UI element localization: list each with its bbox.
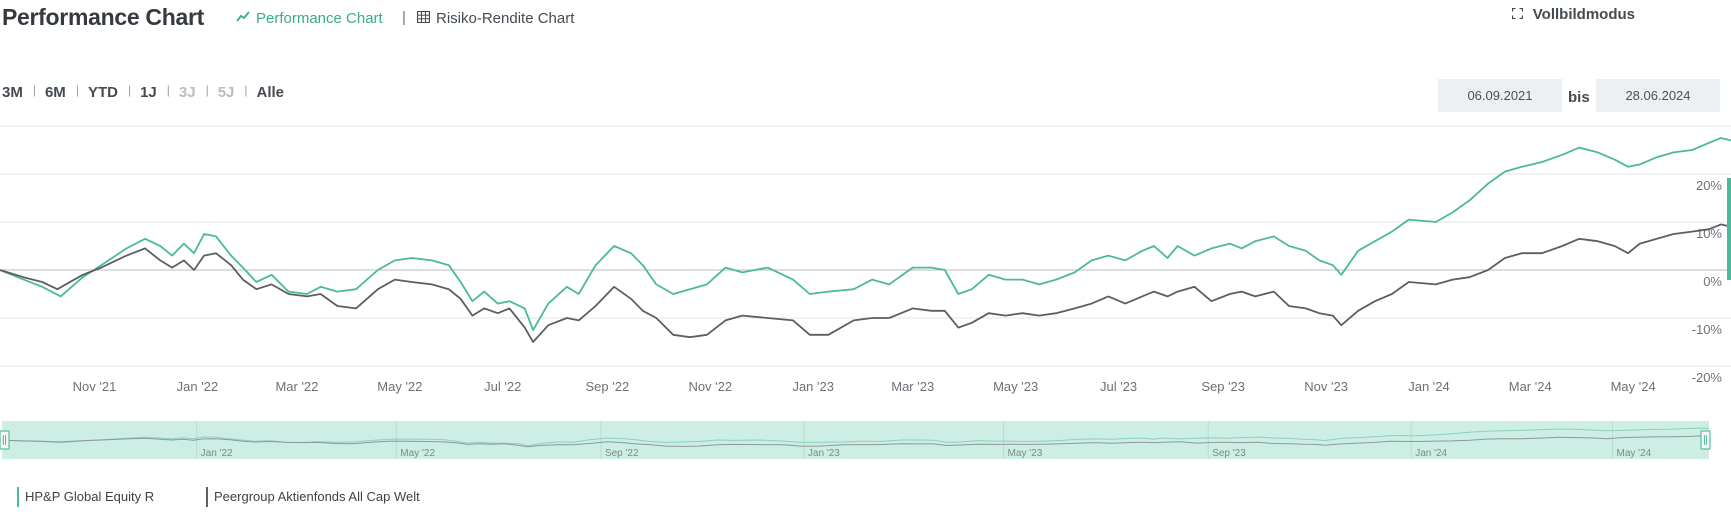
fullscreen-button[interactable]: Vollbildmodus	[1511, 6, 1635, 23]
range-separator: |	[75, 82, 79, 97]
legend-label-peergroup: Peergroup Aktienfonds All Cap Welt	[214, 489, 420, 504]
series-lines	[0, 137, 1731, 343]
navigator-tick-label: Jan '22	[201, 448, 233, 459]
x-tick-label: Mar '24	[1509, 379, 1552, 394]
legend-item-peergroup[interactable]: Peergroup Aktienfonds All Cap Welt	[206, 487, 420, 507]
navigator-tick-label: May '22	[400, 448, 435, 459]
legend-label-fund: HP&P Global Equity R	[25, 489, 155, 504]
navigator: Jan '22 May '22 Sep '22 Jan '23 May '23 Sep '…	[0, 421, 1711, 459]
navigator-tick-label: May '24	[1617, 448, 1652, 459]
series-line-fund[interactable]	[0, 137, 1731, 331]
navigator-handle-right[interactable]	[1700, 430, 1711, 450]
date-from-input[interactable]: 06.09.2021	[1438, 79, 1562, 112]
tab-risiko-rendite-chart[interactable]: Risiko-Rendite Chart	[416, 10, 575, 27]
table-grid-icon	[416, 10, 431, 27]
tab-separator: |	[402, 9, 406, 26]
series-line-peergroup[interactable]	[0, 223, 1731, 343]
range-3m-button[interactable]: 3M	[2, 84, 23, 101]
date-to-input[interactable]: 28.06.2024	[1596, 79, 1720, 112]
x-tick-label: Sep '23	[1201, 379, 1245, 394]
x-tick-label: Mar '22	[275, 379, 318, 394]
y-gridlines	[0, 125, 1731, 367]
x-tick-label: Jul '23	[1100, 379, 1137, 394]
navigator-handle-right-box[interactable]	[1700, 430, 1711, 450]
navigator-line-peergroup	[1, 435, 1710, 448]
range-alle-button[interactable]: Alle	[256, 84, 285, 101]
range-separator: |	[127, 82, 132, 97]
x-tick-label: May '24	[1611, 379, 1656, 394]
range-separator: |	[244, 82, 248, 97]
x-tick-label: Jan '23	[792, 379, 834, 394]
navigator-tick-label: Jan '23	[808, 448, 840, 459]
y-tick-labels: 20%10%0%-10%-20%	[1692, 178, 1723, 385]
range-ytd-button[interactable]: YTD	[87, 84, 118, 101]
x-tick-label: Mar '23	[891, 379, 934, 394]
x-tick-labels: Nov '21 Jan '22 Mar '22 May '22 Jul '22 Sep '…	[73, 379, 1656, 394]
expand-icon	[1511, 6, 1523, 23]
range-separator: |	[166, 82, 170, 97]
range-separator: |	[32, 82, 36, 97]
x-tick-label: Nov '21	[73, 379, 117, 394]
navigator-tick-label: Sep '23	[1212, 448, 1246, 459]
navigator-tick-label: Sep '22	[605, 448, 639, 459]
x-tick-label: Jul '22	[484, 379, 521, 394]
range-3j-button: 3J	[178, 84, 196, 101]
chart-scroll-handle[interactable]	[1727, 178, 1731, 280]
legend-item-fund[interactable]: HP&P Global Equity R	[17, 487, 154, 507]
y-tick-label: -20%	[1692, 370, 1723, 385]
navigator-selection[interactable]	[2, 421, 1709, 459]
navigator-handle-left-box[interactable]	[0, 430, 10, 450]
x-tick-label: Nov '22	[688, 379, 732, 394]
tab-performance-chart-label: Performance Chart	[256, 10, 383, 27]
page-title: Performance Chart	[2, 4, 204, 30]
navigator-tick-label: Jan '24	[1415, 448, 1447, 459]
range-selector: 3M | 6M | YTD | 1J | 3J | 5J | Alle	[2, 82, 285, 102]
navigator-tick-label: May '23	[1008, 448, 1043, 459]
fullscreen-label: Vollbildmodus	[1532, 6, 1635, 23]
y-tick-label: 20%	[1696, 178, 1722, 193]
tab-risiko-rendite-chart-label: Risiko-Rendite Chart	[436, 10, 575, 27]
y-tick-label: -10%	[1692, 322, 1723, 337]
x-tick-label: Sep '22	[586, 379, 630, 394]
x-tick-label: Nov '23	[1304, 379, 1348, 394]
x-tick-label: Jan '24	[1408, 379, 1450, 394]
date-bis-label: bis	[1568, 89, 1590, 106]
x-tick-label: May '23	[993, 379, 1038, 394]
x-tick-label: May '22	[377, 379, 422, 394]
range-1j-button[interactable]: 1J	[140, 84, 157, 101]
tab-performance-chart[interactable]: Performance Chart	[236, 10, 383, 27]
range-6m-button[interactable]: 6M	[44, 84, 66, 101]
navigator-handle-left[interactable]	[0, 430, 10, 450]
range-5j-button: 5J	[217, 84, 235, 101]
range-separator: |	[205, 82, 209, 97]
line-chart-icon	[236, 10, 250, 27]
y-tick-label: 0%	[1703, 274, 1722, 289]
x-tick-label: Jan '22	[177, 379, 219, 394]
